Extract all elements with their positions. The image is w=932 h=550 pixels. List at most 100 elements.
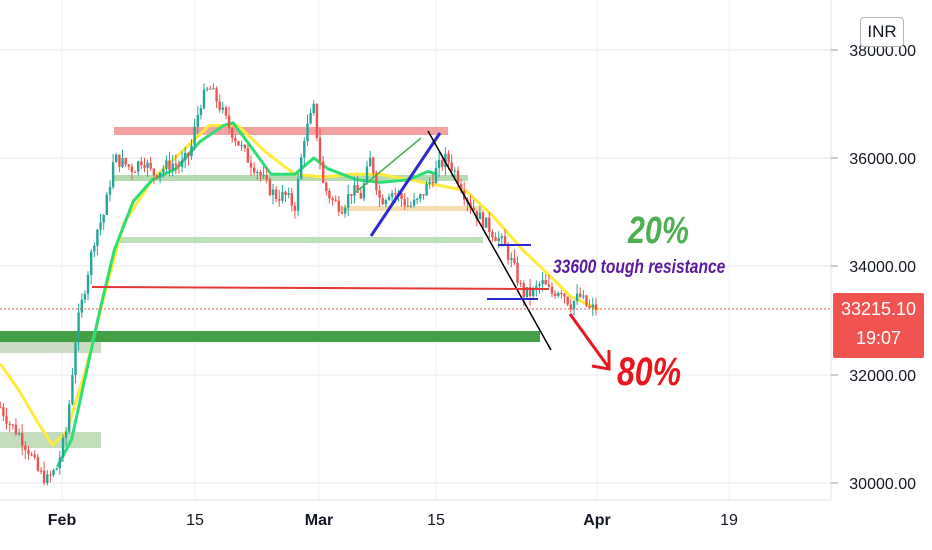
candle-down (284, 191, 287, 195)
candle-down (27, 450, 30, 455)
candle-up (111, 162, 115, 188)
candle-up (281, 191, 284, 201)
moving-average-green (55, 121, 438, 468)
down-arrow-shaft (568, 313, 611, 369)
support-zone-upper (114, 175, 468, 181)
candle-down (563, 293, 566, 297)
candle-up (171, 163, 174, 170)
candle-up (212, 88, 215, 90)
candle-up (80, 299, 83, 313)
candle-down (209, 88, 212, 90)
candle-down (293, 205, 297, 211)
candle-down (400, 193, 403, 199)
candle-down (334, 200, 337, 201)
candle-up (532, 288, 535, 297)
candle-down (140, 161, 143, 166)
candle-up (497, 238, 500, 242)
drawn-trendlines (0, 130, 831, 371)
down-arrow-head (591, 350, 611, 371)
candle-down (503, 236, 507, 246)
candle-down (124, 158, 127, 165)
downside-probability-label: 80% (617, 350, 682, 394)
candle-down (560, 293, 563, 294)
candle-up (425, 183, 428, 196)
candle-up (416, 198, 419, 200)
price-candles (0, 83, 598, 486)
candle-down (375, 173, 378, 191)
candle-down (441, 160, 444, 167)
chart-grid (0, 0, 831, 500)
resistance-zone-top (114, 127, 448, 135)
candle-down (278, 199, 281, 201)
candle-up (409, 205, 413, 207)
candle-up (121, 158, 124, 167)
candle-down (8, 423, 11, 425)
candle-up (437, 160, 441, 169)
y-tick-label: 34000.00 (849, 259, 916, 276)
candle-up (575, 293, 579, 301)
candle-down (11, 424, 14, 426)
x-tick-label: 15 (427, 512, 445, 529)
candle-up (99, 222, 102, 230)
candle-up (390, 193, 394, 197)
candle-down (513, 258, 516, 263)
candle-down (237, 141, 240, 146)
candle-up (256, 172, 259, 173)
candle-up (303, 141, 306, 158)
candle-down (42, 470, 46, 484)
candle-down (519, 283, 522, 285)
candle-down (522, 283, 525, 297)
candle-up (444, 153, 447, 167)
candle-down (149, 162, 152, 169)
candle-down (553, 293, 557, 297)
candle-up (419, 194, 422, 199)
candle-down (331, 198, 334, 200)
candle-down (21, 433, 24, 446)
candle-down (544, 280, 547, 285)
candle-down (450, 162, 453, 172)
candle-up (64, 431, 68, 438)
candle-up (83, 293, 87, 300)
currency-badge[interactable]: INR (860, 17, 904, 47)
candle-up (300, 157, 303, 179)
candle-up (55, 468, 58, 470)
candle-down (588, 306, 591, 308)
candle-down (33, 454, 36, 458)
candle-down (315, 103, 319, 138)
candle-down (318, 137, 322, 162)
candle-down (594, 304, 598, 310)
candle-down (325, 182, 328, 191)
candle-up (184, 152, 187, 161)
candle-up (221, 107, 224, 110)
candle-down (547, 284, 551, 287)
candle-up (296, 178, 300, 211)
candle-down (14, 424, 18, 435)
candle-up (538, 284, 541, 286)
candle-up (90, 251, 93, 275)
candle-up (343, 207, 347, 214)
candle-down (472, 207, 475, 211)
candle-down (506, 245, 510, 260)
candle-down (469, 202, 472, 208)
candle-up (362, 183, 366, 199)
candle-down (243, 145, 246, 149)
candle-down (2, 407, 5, 417)
candle-down (431, 181, 435, 184)
x-tick-label: 19 (720, 512, 738, 529)
candle-up (180, 160, 184, 167)
y-tick-label: 36000.00 (849, 151, 916, 168)
candle-down (403, 199, 406, 206)
y-tick-label: 32000.00 (849, 368, 916, 385)
candle-up (17, 433, 21, 435)
candle-down (143, 165, 146, 168)
x-tick-label: Mar (305, 512, 333, 529)
bar-countdown: 19:07 (855, 328, 902, 348)
candle-up (240, 145, 243, 146)
candle-down (152, 168, 156, 176)
candle-up (108, 187, 112, 195)
candle-down (350, 194, 353, 196)
candle-down (130, 166, 134, 172)
candle-down (133, 171, 137, 173)
candle-up (309, 113, 312, 124)
